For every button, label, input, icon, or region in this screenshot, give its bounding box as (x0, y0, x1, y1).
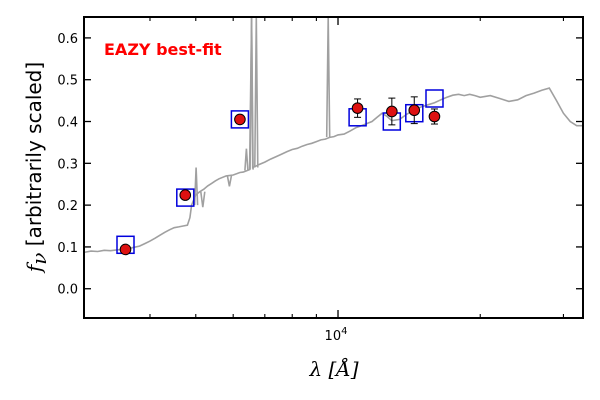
template-absorption-feature (200, 191, 206, 208)
y-tick-label: 0.5 (57, 74, 78, 89)
y-tick-label: 0.6 (57, 32, 78, 47)
observed-photometry-point (234, 113, 246, 126)
template-emission-line (254, 17, 259, 168)
template-emission-line (325, 17, 331, 138)
y-axis-label-subscript: ν (27, 253, 51, 265)
model-photometry-box (425, 89, 444, 108)
template-spectrum-line (84, 17, 583, 254)
clipped-plot-content (84, 17, 583, 256)
observed-photometry-point (408, 104, 421, 117)
plot-area (84, 17, 583, 256)
template-emission-line (249, 17, 254, 170)
y-tick-label: 0.0 (57, 283, 78, 298)
template-absorption-feature (226, 175, 233, 187)
y-tick-label: 0.1 (57, 241, 78, 256)
template-emission-line (244, 148, 249, 171)
y-tick-label: 0.3 (57, 157, 78, 172)
x-axis-label-symbol: λ (308, 357, 322, 381)
axes-frame (83, 16, 584, 319)
x-tick-label-exponent: 4 (341, 326, 347, 337)
axes-border (83, 16, 584, 319)
x-axis-label: λ [Å] (308, 356, 358, 381)
y-axis-label-text: [arbitrarily scaled] (22, 62, 46, 246)
axis-ticks: 0.0 0.1 0.2 0.3 0.4 0.5 0.6 104 (57, 17, 583, 344)
y-axis-label: fν [arbitrarily scaled] (22, 62, 51, 274)
x-axis-label-unit: [Å] (328, 356, 358, 381)
model-photometry-box (230, 110, 250, 129)
observed-photometry-point (428, 110, 441, 123)
y-tick-label: 0.2 (57, 199, 78, 214)
model-photometry-box (176, 188, 195, 207)
observed-photometry-point (386, 105, 398, 118)
x-tick-label: 104 (325, 326, 348, 344)
x-tick-label-base: 10 (325, 329, 342, 344)
observed-photometry-point (179, 189, 192, 201)
y-tick-label: 0.4 (57, 116, 78, 131)
observed-photometry-point (119, 243, 132, 256)
observed-photometry-point (351, 102, 364, 114)
annotation-eazy-best-fit: EAZY best-fit (104, 40, 222, 59)
template-emission-line (193, 167, 199, 206)
